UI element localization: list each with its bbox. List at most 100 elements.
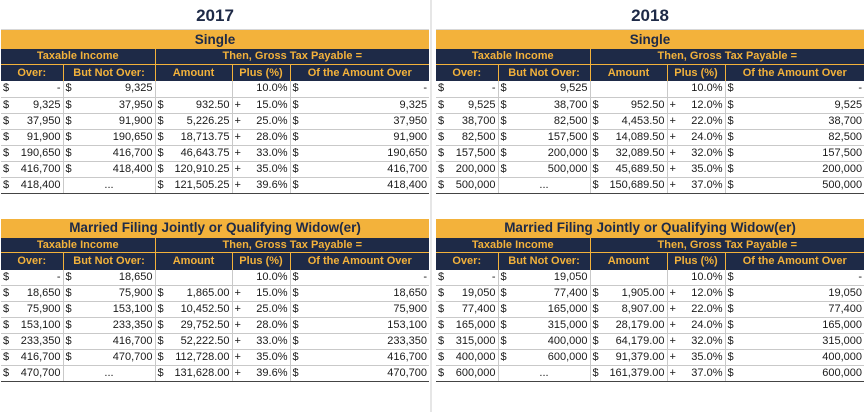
currency-symbol: $ (592, 98, 599, 111)
over-cell: $19,050 (436, 285, 499, 302)
currency-symbol: $ (3, 82, 10, 95)
of-amount-over-value: 9,525 (834, 98, 863, 111)
column-header-over: Over: (436, 63, 499, 81)
not-over-cell: ... (498, 177, 591, 194)
over-value: - (56, 270, 61, 283)
currency-symbol: $ (438, 178, 445, 191)
of-amount-over-cell: $233,350 (290, 333, 430, 350)
of-amount-over-value: 9,325 (399, 98, 428, 111)
currency-symbol: $ (727, 82, 734, 95)
not-over-value: 416,700 (112, 335, 153, 347)
not-over-value: 190,650 (112, 130, 153, 143)
currency-symbol: $ (65, 270, 72, 283)
amount-cell: $28,179.00 (590, 317, 668, 334)
not-over-cell: $75,900 (63, 285, 156, 302)
currency-symbol: $ (592, 114, 599, 127)
plus-sign: + (669, 303, 676, 315)
table-row: $75,900 $153,100 $10,452.50 +25.0% $75,900 (1, 301, 430, 318)
currency-symbol: $ (3, 351, 10, 363)
plus-sign: + (234, 114, 241, 127)
rate-value: 32.0% (691, 146, 723, 159)
amount-value: 120,910.25 (174, 162, 230, 175)
not-over-cell: $9,325 (63, 81, 156, 98)
currency-symbol: $ (157, 303, 164, 315)
of-amount-over-value: 91,900 (393, 130, 428, 143)
column-header-plus: Plus (%) (232, 63, 291, 81)
over-value: 19,050 (461, 287, 496, 299)
currency-symbol: $ (292, 98, 299, 111)
over-cell: $37,950 (1, 113, 64, 130)
table-row: $400,000 $600,000 $91,379.00 +35.0% $400,000 (436, 349, 864, 366)
plus-pct-cell: 10.0% (667, 269, 726, 286)
not-over-value: 165,000 (547, 303, 588, 315)
over-value: 165,000 (455, 319, 496, 331)
currency-symbol: $ (727, 303, 734, 315)
plus-sign: + (234, 351, 241, 363)
column-header-of-amount: Of the Amount Over (290, 63, 430, 81)
plus-pct-cell: +22.0% (667, 301, 726, 318)
over-cell: $75,900 (1, 301, 64, 318)
not-over-value: 77,400 (553, 287, 588, 299)
currency-symbol: $ (438, 335, 445, 347)
plus-pct-cell: +35.0% (232, 349, 291, 366)
over-value: 153,100 (20, 319, 61, 331)
rate-value: 10.0% (691, 82, 723, 95)
rate-value: 22.0% (691, 303, 723, 315)
of-amount-over-cell: $470,700 (290, 365, 430, 382)
currency-symbol: $ (438, 351, 445, 363)
currency-symbol: $ (157, 114, 164, 127)
amount-value: 10,452.50 (180, 303, 230, 315)
table-row: $ - $19,050 10.0% $ - (436, 269, 864, 286)
of-amount-over-cell: $38,700 (725, 113, 864, 130)
currency-symbol: $ (65, 114, 72, 127)
table-row: $416,700 $470,700 $112,728.00 +35.0% $416,70… (1, 349, 430, 366)
plus-pct-cell: 10.0% (232, 81, 291, 98)
over-value: 9,525 (467, 98, 496, 111)
not-over-cell: $77,400 (498, 285, 591, 302)
not-over-value: ... (104, 178, 114, 191)
amount-cell: $1,865.00 (155, 285, 233, 302)
of-amount-over-value: - (858, 270, 863, 283)
amount-value: 18,713.75 (180, 130, 230, 143)
amount-value: 5,226.25 (186, 114, 230, 127)
plus-pct-cell: +25.0% (232, 301, 291, 318)
plus-sign: + (669, 367, 676, 379)
panel-2018: 2018 Single Taxable Income Then, Gross Tax… (436, 0, 864, 412)
currency-symbol: $ (592, 367, 599, 379)
over-cell: $400,000 (436, 349, 499, 366)
plus-sign: + (669, 98, 676, 111)
over-cell: $190,650 (1, 145, 64, 162)
of-amount-over-value: 200,000 (822, 162, 863, 175)
rate-value: 35.0% (256, 351, 288, 363)
plus-sign: + (669, 114, 676, 127)
table-row: $19,050 $77,400 $1,905.00 +12.0% $19,050 (436, 285, 864, 302)
over-value: 190,650 (20, 146, 61, 159)
not-over-cell: ... (63, 365, 156, 382)
of-amount-over-value: 77,400 (828, 303, 863, 315)
currency-symbol: $ (292, 178, 299, 191)
of-amount-over-value: 19,050 (828, 287, 863, 299)
column-header-of-amount: Of the Amount Over (725, 252, 864, 270)
currency-symbol: $ (65, 82, 72, 95)
amount-value: 131,628.00 (174, 367, 230, 379)
column-header-not-over: But Not Over: (63, 63, 156, 81)
currency-symbol: $ (65, 319, 72, 331)
not-over-value: 91,900 (118, 114, 153, 127)
currency-symbol: $ (3, 367, 10, 379)
plus-sign: + (234, 98, 241, 111)
of-amount-over-cell: $ - (290, 81, 430, 98)
currency-symbol: $ (438, 82, 445, 95)
currency-symbol: $ (65, 162, 72, 175)
rate-value: 22.0% (691, 114, 723, 127)
currency-symbol: $ (592, 130, 599, 143)
amount-cell: $32,089.50 (590, 145, 668, 162)
panel-2017: 2017 Single Taxable Income Then, Gross Tax… (1, 0, 430, 412)
column-header-over: Over: (436, 252, 499, 270)
rate-value: 39.6% (256, 367, 288, 379)
currency-symbol: $ (157, 130, 164, 143)
amount-value: 121,505.25 (174, 178, 230, 191)
plus-pct-cell: +33.0% (232, 333, 291, 350)
not-over-value: 18,650 (118, 270, 153, 283)
amount-value: 14,089.50 (615, 130, 665, 143)
over-value: 470,700 (20, 367, 61, 379)
